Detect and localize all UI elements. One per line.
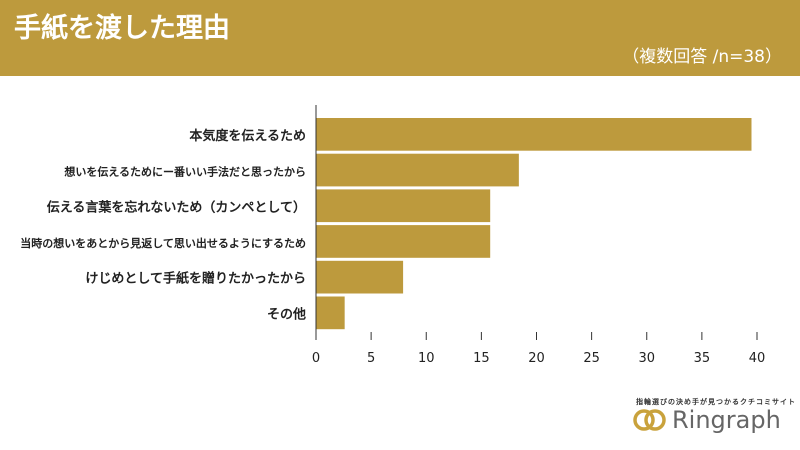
bar [316,296,345,330]
category-label: 想いを伝えるためにー番いい手法だと思ったから [63,165,306,179]
x-tick-label: 10 [418,351,435,366]
category-label: その他 [267,306,306,322]
ringraph-logo: Ringraph [632,406,781,434]
x-tick-label: 5 [367,351,375,366]
bar [316,189,491,223]
x-tick-label: 0 [312,351,320,366]
x-tick-label: 25 [583,351,600,366]
x-tick-label: 30 [638,351,655,366]
logo-name: Ringraph [672,406,781,434]
category-label: 伝える言葉を忘れないため（カンペとして） [47,199,306,215]
x-tick-label: 15 [473,351,490,366]
x-tick-label: 35 [694,351,711,366]
header-band: 手紙を渡した理由 （複数回答 /n=38） [0,0,800,76]
subtitle: （複数回答 /n=38） [622,47,782,67]
bar [316,118,752,151]
bar [316,225,491,258]
page-title: 手紙を渡した理由 [14,13,230,44]
bar [316,260,404,294]
category-label: 当時の想いをあとから見返して思い出せるようにするため [20,236,306,250]
x-tick-label: 20 [528,351,545,366]
bar [316,153,519,187]
category-label: 本気度を伝えるため [189,128,306,144]
category-label: けじめとして手紙を贈りたかったから [85,271,306,287]
logo-tagline: 指輪選びの決め手が見つかるクチコミサイト [636,398,796,406]
rings-icon [633,409,666,431]
x-tick-label: 40 [749,351,766,366]
